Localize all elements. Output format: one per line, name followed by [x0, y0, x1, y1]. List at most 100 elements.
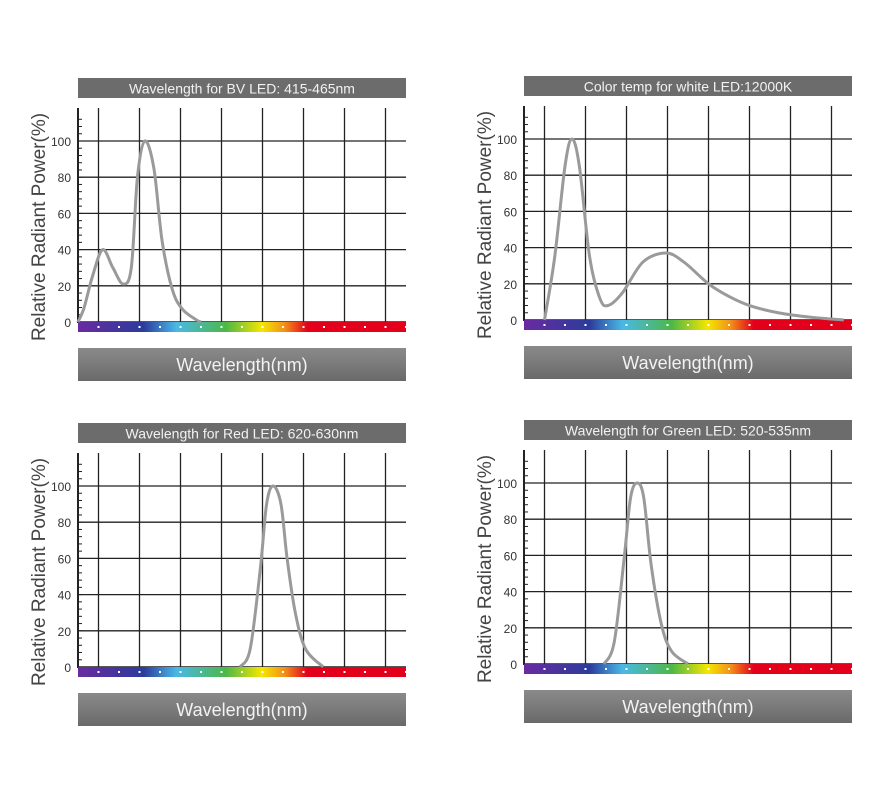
y-tick-label: 80 — [58, 171, 72, 185]
x-axis-label-banner — [524, 690, 852, 723]
y-axis-label: Relative Radiant Power(%) — [475, 455, 496, 683]
y-tick-label: 40 — [58, 244, 72, 258]
spectrum-dot — [707, 324, 710, 326]
spectrum-dot — [179, 326, 182, 328]
spectrum-dot — [789, 324, 792, 326]
spectrum-dot — [605, 324, 607, 326]
spectrum-chart: Color temp for white LED:12000K 0 20 40 60 80… — [475, 76, 853, 379]
spectrum-curve — [602, 481, 689, 666]
y-tick-label: 0 — [64, 316, 71, 330]
spectrum-curve — [543, 137, 844, 322]
spectrum-dot — [830, 324, 833, 326]
y-tick-label: 100 — [51, 135, 71, 149]
y-tick-label: 0 — [510, 658, 517, 672]
spectrum-dot — [200, 326, 202, 328]
spectrum-dot — [405, 326, 407, 328]
chart-title: Wavelength for Green LED: 520-535nm — [565, 423, 811, 439]
spectrum-dot — [282, 671, 284, 673]
spectrum-dot — [302, 671, 305, 673]
y-tick-label: 60 — [58, 552, 72, 566]
spectrum-dot — [646, 324, 648, 326]
spectrum-dot — [810, 668, 812, 670]
spectrum-dot — [666, 324, 669, 326]
spectrum-chart: Wavelength for Red LED: 620-630nm 0 20 40 60… — [29, 423, 407, 726]
y-tick-label: 100 — [497, 133, 517, 147]
spectrum-dot — [138, 326, 141, 328]
spectrum-dot — [748, 324, 751, 326]
y-tick-label: 40 — [58, 589, 72, 603]
y-tick-label: 20 — [58, 625, 72, 639]
x-axis-label-banner — [78, 693, 406, 726]
spectrum-dot — [323, 326, 325, 328]
chart-title-banner — [524, 76, 852, 96]
y-tick-label: 0 — [510, 314, 517, 328]
y-tick-label: 20 — [504, 622, 518, 636]
spectrum-dot — [323, 671, 325, 673]
spectrum-dot — [707, 668, 710, 670]
spectrum-dot — [302, 326, 305, 328]
spectrum-dot — [666, 668, 669, 670]
spectrum-chart: Wavelength for BV LED: 415-465nm 0 20 40 60 8… — [29, 78, 407, 381]
spectrum-dot — [625, 668, 628, 670]
spectrum-dot — [769, 668, 771, 670]
chart-title: Wavelength for Red LED: 620-630nm — [126, 426, 359, 442]
spectrum-dot — [564, 668, 566, 670]
spectrum-dot — [118, 326, 120, 328]
spectrum-dot — [687, 668, 689, 670]
spectrum-dot — [830, 668, 833, 670]
spectrum-dot — [282, 326, 284, 328]
chart-title: Color temp for white LED:12000K — [584, 79, 793, 95]
spectrum-dot — [564, 324, 566, 326]
spectrum-dot — [220, 671, 223, 673]
x-axis-label: Wavelength(nm) — [176, 355, 307, 375]
x-axis-label: Wavelength(nm) — [622, 697, 753, 717]
spectrum-dot — [748, 668, 751, 670]
spectrum-dot — [200, 671, 202, 673]
spectrum-dot — [405, 671, 407, 673]
y-tick-label: 40 — [504, 586, 518, 600]
x-axis-label-banner — [78, 348, 406, 381]
y-tick-label: 80 — [58, 516, 72, 530]
chart-title-banner — [78, 423, 406, 443]
spectrum-dot — [261, 326, 264, 328]
spectrum-dot — [789, 668, 792, 670]
spectrum-dot — [769, 324, 771, 326]
y-tick-label: 40 — [504, 242, 518, 256]
y-tick-label: 60 — [504, 205, 518, 219]
spectrum-dot — [159, 671, 161, 673]
chart-title-banner — [524, 420, 852, 440]
spectrum-dot — [605, 668, 607, 670]
spectrum-dot — [179, 671, 182, 673]
spectrum-dot — [384, 326, 387, 328]
y-tick-label: 80 — [504, 513, 518, 527]
y-axis-label: Relative Radiant Power(%) — [29, 113, 50, 341]
spectrum-dot — [343, 326, 346, 328]
spectrum-dot — [138, 671, 141, 673]
spectrum-chart: Wavelength for Green LED: 520-535nm 0 20 40… — [475, 420, 853, 723]
spectrum-dot — [851, 668, 853, 670]
spectrum-dot — [97, 326, 100, 328]
y-axis-label: Relative Radiant Power(%) — [475, 111, 496, 339]
spectrum-dot — [343, 671, 346, 673]
spectrum-dot — [543, 668, 546, 670]
spectrum-dot — [159, 326, 161, 328]
chart-title: Wavelength for BV LED: 415-465nm — [129, 81, 355, 97]
x-axis-label: Wavelength(nm) — [176, 700, 307, 720]
spectrum-dot — [364, 671, 366, 673]
spectrum-dot — [97, 671, 100, 673]
y-tick-label: 100 — [51, 480, 71, 494]
spectrum-dot — [118, 671, 120, 673]
spectrum-dot — [728, 324, 730, 326]
spectrum-dot — [687, 324, 689, 326]
spectrum-dot — [241, 326, 243, 328]
y-tick-label: 100 — [497, 477, 517, 491]
spectrum-dot — [384, 671, 387, 673]
spectrum-dot — [220, 326, 223, 328]
y-tick-label: 20 — [58, 280, 72, 294]
spectrum-dot — [851, 324, 853, 326]
spectrum-dot — [584, 324, 587, 326]
spectrum-dot — [543, 324, 546, 326]
y-tick-label: 60 — [58, 207, 72, 221]
x-axis-label-banner — [524, 346, 852, 379]
